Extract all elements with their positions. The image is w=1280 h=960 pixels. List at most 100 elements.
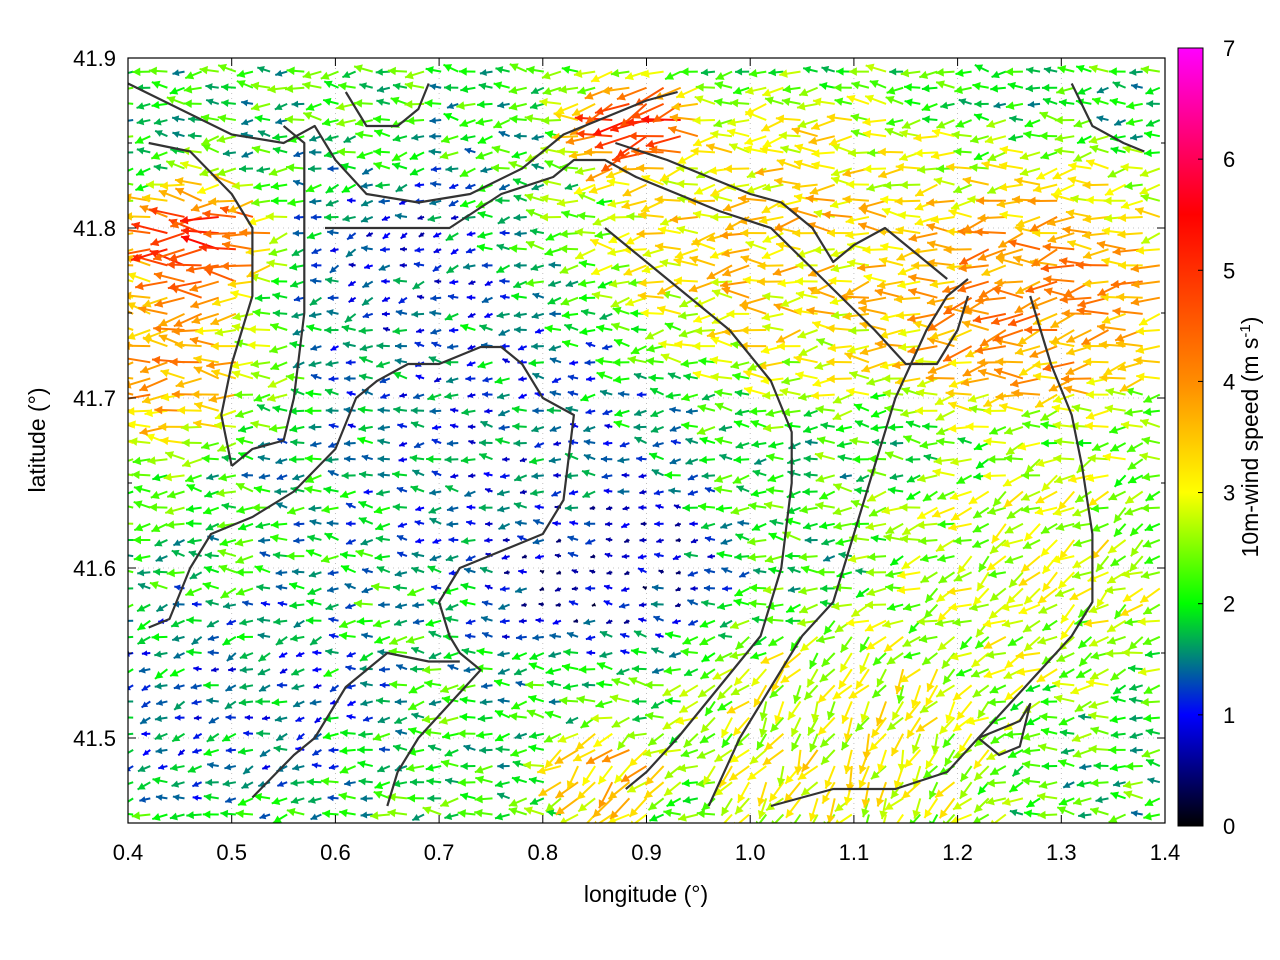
wind-arrow-head	[820, 599, 828, 608]
wind-arrow-head	[172, 131, 180, 138]
wind-arrow-head	[302, 70, 312, 79]
wind-arrow-head	[768, 566, 777, 575]
wind-arrow-head	[996, 199, 1006, 209]
wind-arrow-head	[803, 522, 812, 530]
wind-arrow-head	[329, 266, 337, 273]
wind-arrow-head	[392, 134, 401, 142]
wind-arrow-head	[135, 183, 144, 192]
wind-arrow-head	[609, 694, 619, 703]
wind-arrow-head	[780, 145, 790, 154]
wind-arrow-head	[845, 230, 854, 240]
wind-arrow-head	[121, 617, 127, 624]
wind-arrow-head	[321, 554, 330, 564]
wind-arrow-head	[655, 242, 664, 252]
wind-arrow-shaft	[597, 813, 613, 823]
wind-arrow-head	[271, 797, 281, 805]
wind-arrow-head	[811, 121, 821, 131]
wind-arrow-head	[235, 409, 245, 419]
wind-arrow-head	[574, 186, 583, 195]
wind-arrow-head	[796, 102, 806, 111]
wind-arrow-head	[932, 468, 942, 477]
wind-arrow-head	[972, 540, 982, 548]
wind-arrow-head	[344, 375, 351, 382]
wind-arrow-shaft	[758, 813, 768, 823]
wind-arrow-head	[709, 355, 719, 365]
wind-arrow-head	[445, 603, 454, 611]
wind-arrow-head	[544, 710, 554, 719]
wind-arrow-head	[926, 297, 936, 306]
wind-arrow-head	[678, 813, 687, 822]
wind-arrow-head	[244, 714, 250, 721]
wind-arrow-head	[216, 134, 226, 144]
wind-arrow-head	[887, 486, 896, 495]
wind-arrow-head	[373, 161, 383, 170]
wind-arrow-head	[721, 567, 729, 574]
wind-arrow-head	[851, 608, 861, 617]
wind-arrow-head	[638, 210, 647, 220]
wind-arrow-head	[583, 618, 591, 626]
wind-arrow-head	[479, 324, 488, 332]
wind-arrow-head	[460, 133, 469, 142]
wind-arrow-head	[172, 115, 180, 123]
wind-arrow-head	[977, 709, 986, 719]
wind-arrow-head	[579, 327, 588, 336]
wind-arrow-head	[898, 342, 907, 352]
wind-arrow-head	[508, 85, 518, 95]
wind-arrow-head	[340, 729, 348, 738]
wind-arrow-head	[688, 619, 696, 626]
wind-arrow-head	[690, 585, 696, 592]
wind-arrow-head	[608, 790, 618, 800]
wind-arrow-head	[648, 373, 656, 382]
wind-arrow-head	[729, 754, 739, 763]
wind-arrow-shaft	[128, 554, 134, 558]
wind-arrow-head	[858, 764, 867, 774]
wind-arrow-head	[174, 340, 183, 350]
wind-arrow-head	[383, 326, 389, 332]
wind-arrow-head	[525, 240, 535, 249]
wind-arrow-head	[479, 68, 487, 77]
wind-arrow-head	[726, 309, 735, 319]
wind-arrow-head	[977, 358, 986, 367]
wind-arrow-head	[803, 471, 811, 479]
wind-arrow-head	[375, 535, 384, 543]
wind-arrow-head	[228, 204, 237, 213]
wind-arrow-head	[691, 237, 701, 246]
wind-arrow-head	[886, 117, 896, 127]
wind-arrow-head	[980, 338, 990, 347]
wind-arrow-head	[768, 638, 778, 646]
wind-arrow-head	[718, 822, 720, 823]
wind-arrow-head	[788, 710, 797, 720]
wind-arrow-head	[785, 616, 793, 625]
wind-arrow-head	[497, 101, 505, 109]
wind-arrow-shaft	[128, 86, 134, 90]
wind-arrow-head	[441, 135, 450, 144]
wind-arrow-head	[530, 102, 538, 110]
wind-arrow-head	[256, 166, 264, 174]
wind-arrow-head	[924, 609, 933, 619]
wind-arrow-head	[345, 603, 353, 610]
wind-arrow-head	[955, 68, 964, 78]
wind-arrow-head	[522, 554, 527, 559]
wind-arrow-head	[693, 314, 703, 324]
wind-arrow-head	[325, 199, 334, 207]
wind-arrow-head	[481, 262, 488, 269]
wind-arrow-head	[669, 736, 678, 745]
wind-arrow-head	[694, 299, 704, 308]
wind-arrow-head	[345, 359, 352, 366]
wind-arrow-head	[921, 103, 931, 112]
wind-arrow-head	[929, 820, 935, 823]
wind-arrow-head	[768, 68, 777, 77]
wind-arrow-head	[405, 635, 415, 645]
wind-arrow-head	[944, 757, 953, 767]
wind-arrow-head	[293, 214, 301, 221]
wind-arrow-head	[638, 504, 644, 511]
wind-arrow-head	[762, 139, 772, 148]
wind-arrow-head	[502, 634, 508, 640]
wind-arrow-head	[762, 88, 772, 97]
wind-arrow-head	[468, 279, 475, 285]
wind-arrow-head	[528, 776, 537, 785]
wind-arrow-head	[974, 152, 983, 160]
wind-arrow-head	[559, 244, 568, 254]
wind-arrow-head	[865, 568, 874, 577]
wind-arrow-head	[583, 438, 591, 446]
